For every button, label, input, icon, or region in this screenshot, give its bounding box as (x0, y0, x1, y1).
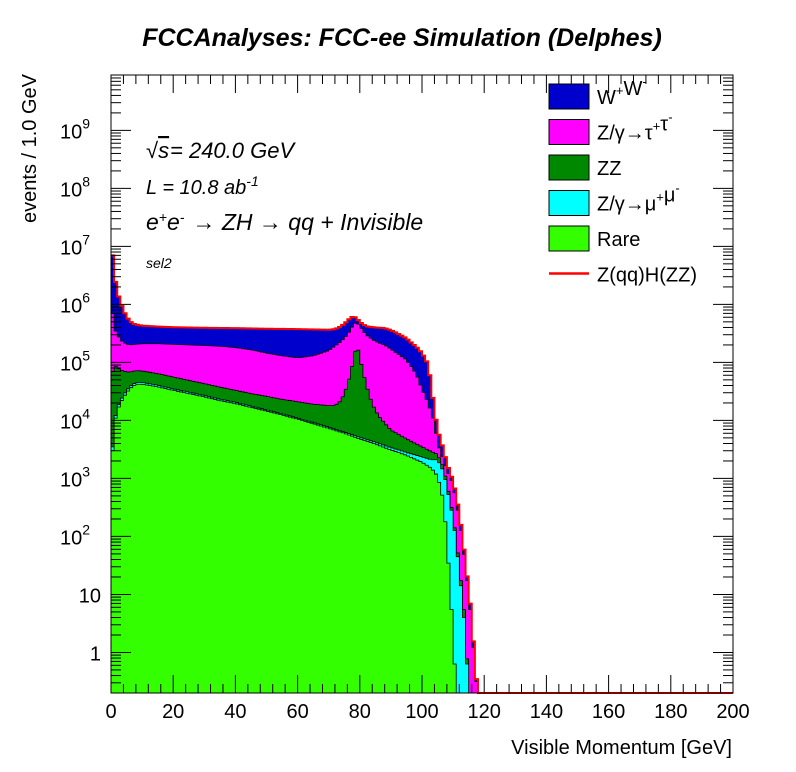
legend-label-rare: Rare (597, 229, 640, 251)
legend-label-z: Z/γ→τ+τ- (597, 110, 673, 145)
y-axis-ticks: 1 10 102 103 104 105 106 107 108 109 (60, 74, 733, 694)
legend-label-z: Z/γ→μ+μ- (597, 181, 680, 216)
x-axis-label: Visible Momentum [GeV] (511, 737, 732, 759)
legend-swatch-rare (548, 225, 590, 252)
sqrt-s-var: s (158, 138, 169, 163)
x-tick-label: 0 (105, 701, 116, 723)
x-axis-ticks: 0 20 40 60 80 100 120 140 160 180 200 (105, 75, 750, 723)
y-tick-label: 103 (60, 463, 90, 491)
x-tick-label: 200 (716, 701, 749, 723)
process-text: → ZH → qq + Invisible (192, 209, 423, 235)
lumi-annotation: L = 10.8 ab-1 (146, 173, 259, 199)
legend-swatch-z (548, 119, 590, 145)
y-tick-label: 107 (60, 231, 90, 259)
lumi-text: L = 10.8 ab (146, 177, 246, 199)
y-tick-label: 105 (60, 347, 90, 375)
process-e-minus: e (167, 209, 180, 235)
y-tick-label: 102 (60, 521, 90, 549)
x-tick-label: 160 (592, 701, 625, 723)
x-tick-label: 60 (286, 701, 308, 723)
svg-text:√s: √s (146, 138, 169, 163)
lumi-superscript: -1 (246, 173, 258, 189)
y-tick-label: 1 (90, 643, 101, 665)
x-tick-label: 20 (162, 701, 184, 723)
x-tick-label: 40 (224, 701, 246, 723)
x-tick-label: 140 (530, 701, 563, 723)
x-tick-label: 80 (349, 701, 371, 723)
legend: W+W-Z/γ→τ+τ- ZZZ/γ→μ+μ- Rare Z(qq)H(ZZ) (548, 74, 697, 287)
selection-annotation: sel2 (146, 255, 172, 271)
chart-title: FCCAnalyses: FCC-ee Simulation (Delphes) (142, 24, 662, 52)
legend-label-w-w: W+W- (597, 74, 647, 109)
x-tick-label: 180 (654, 701, 687, 723)
legend-swatch-z (548, 190, 590, 216)
legend-swatch-w-w (548, 83, 590, 110)
legend-swatch-zz (548, 154, 590, 181)
sqrt-s-annotation: √s = 240.0 GeV (146, 138, 296, 163)
process-e-plus: e (146, 209, 159, 235)
x-tick-label: 100 (405, 701, 438, 723)
legend-label-zz: ZZ (597, 158, 621, 180)
y-tick-label: 109 (60, 115, 90, 143)
y-tick-label: 108 (60, 173, 90, 201)
process-annotation: e+e- → ZH → qq + Invisible (146, 209, 423, 235)
process-e-plus-sup: + (159, 209, 167, 225)
sqrt-symbol: √ (146, 138, 159, 163)
sqrt-s-text: = 240.0 GeV (170, 138, 296, 163)
legend-label-z-qq-h-zz: Z(qq)H(ZZ) (597, 265, 697, 287)
stacked-bands (110, 254, 733, 694)
y-tick-label: 104 (60, 405, 90, 433)
x-tick-label: 120 (468, 701, 501, 723)
y-axis-label: events / 1.0 GeV (19, 73, 41, 223)
process-e-minus-sup: - (180, 209, 185, 225)
y-tick-label: 10 (79, 585, 101, 607)
y-tick-label: 106 (60, 289, 90, 317)
